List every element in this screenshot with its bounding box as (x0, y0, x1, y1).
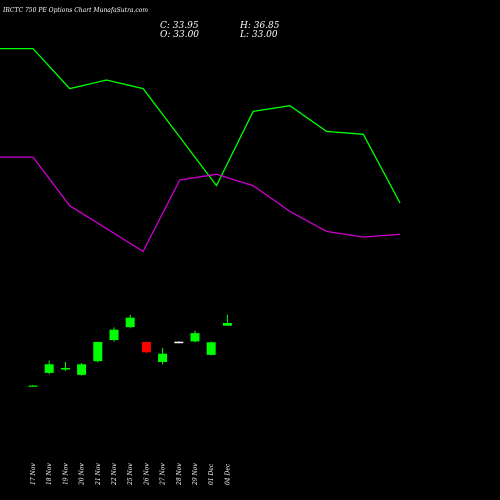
candle-body (44, 364, 54, 373)
chart-title: IRCTC 750 PE Options Chart MunafaSutra.c… (3, 7, 149, 14)
overlay-lines (0, 47, 401, 253)
x-tick-label: 17 Nov (30, 463, 37, 485)
x-tick-label: 25 Nov (127, 463, 134, 486)
candle-body (141, 342, 151, 353)
candle-04-dec (222, 314, 232, 326)
low-value: L: 33.00 (240, 30, 278, 40)
candle-body (125, 317, 135, 328)
candle-19-nov (60, 362, 70, 371)
candle-body (109, 329, 119, 340)
x-tick-label: 01 Dec (208, 463, 215, 485)
x-tick-label: 21 Nov (95, 463, 102, 486)
candles (28, 314, 232, 387)
candle-body (60, 368, 70, 370)
x-tick-label: 19 Nov (62, 463, 69, 485)
candle-25-nov (125, 314, 135, 329)
candle-body (206, 342, 216, 355)
x-tick-label: 22 Nov (111, 463, 118, 486)
candle-01-dec (206, 341, 216, 356)
candle-17-nov (28, 384, 38, 387)
x-tick-label: 26 Nov (143, 463, 150, 486)
candle-29-nov (190, 330, 200, 343)
candle-21-nov (93, 341, 103, 363)
high-value: H: 36.85 (240, 21, 280, 31)
open-value: O: 33.00 (160, 30, 200, 40)
overlay-line-2 (0, 156, 401, 253)
candle-27-nov (158, 348, 168, 365)
x-tick-label: 28 Nov (176, 463, 183, 486)
overlay-line-1 (0, 47, 401, 204)
x-tick-label: 18 Nov (46, 463, 53, 485)
candle-28-nov (174, 341, 184, 344)
candle-body (77, 364, 87, 375)
candle-22-nov (109, 327, 119, 342)
x-axis-labels: 17 Nov 18 Nov 19 Nov 20 Nov 21 Nov 22 Nov 25 N… (30, 463, 231, 486)
candle-26-nov (141, 341, 151, 354)
candle-body (174, 341, 184, 344)
x-tick-label: 29 Nov (192, 463, 199, 486)
x-tick-label: 27 Nov (160, 463, 167, 486)
x-tick-label: 04 Dec (224, 463, 231, 485)
candle-body (93, 342, 103, 362)
candle-body (158, 353, 168, 362)
candle-body (190, 333, 200, 342)
candle-body (28, 385, 38, 387)
candle-18-nov (44, 360, 54, 375)
close-value: C: 33.95 (160, 21, 199, 31)
x-tick-label: 20 Nov (79, 463, 86, 486)
candle-body (222, 323, 232, 326)
candle-20-nov (77, 363, 87, 376)
